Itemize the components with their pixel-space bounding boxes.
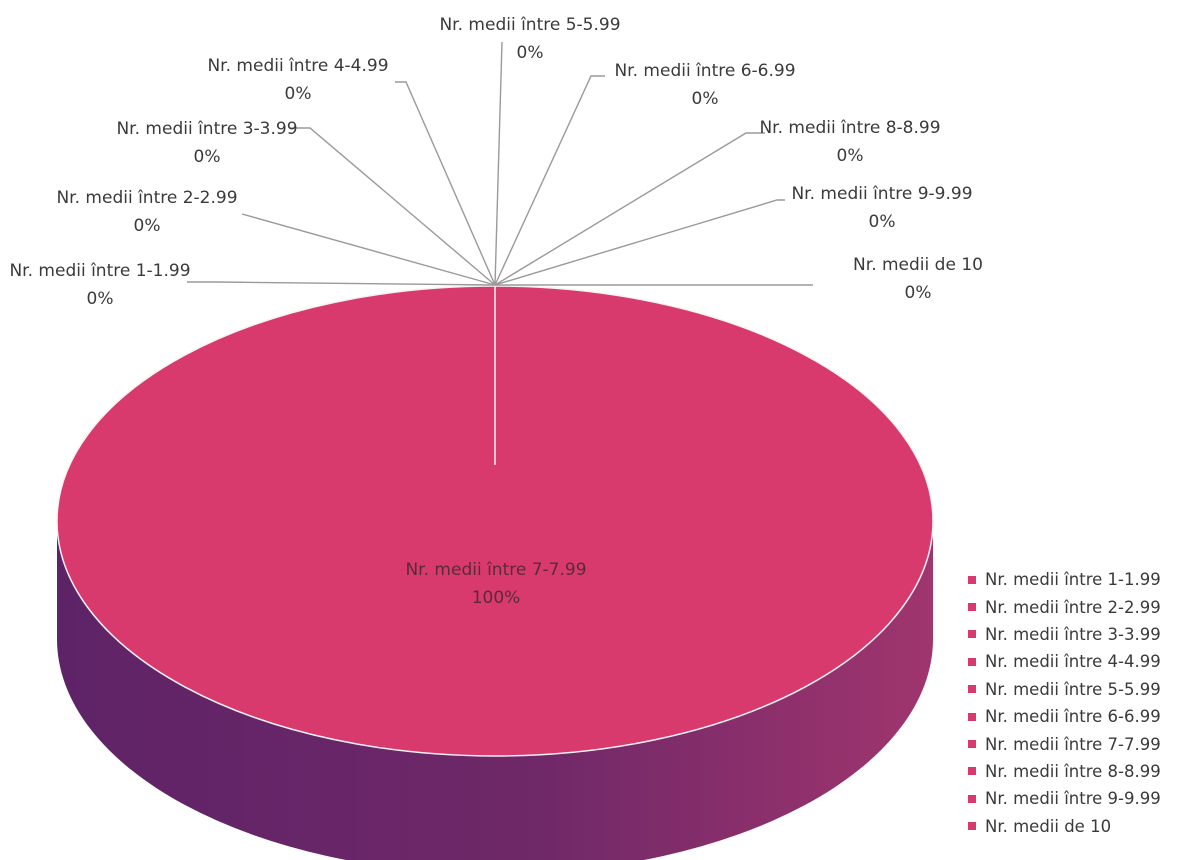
legend-item-3: Nr. medii între 3-3.99 (968, 621, 1188, 648)
leader-line-8 (494, 132, 765, 286)
legend-label: Nr. medii între 1-1.99 (985, 570, 1161, 590)
legend-item-7: Nr. medii între 7-7.99 (968, 730, 1188, 757)
slice-label-value-8: 0% (837, 146, 864, 166)
legend-item-5: Nr. medii între 5-5.99 (968, 676, 1188, 703)
legend-label: Nr. medii între 6-6.99 (985, 707, 1161, 727)
slice-label-name-1: Nr. medii între 1-1.99 (9, 261, 190, 281)
legend-label: Nr. medii între 4-4.99 (985, 652, 1161, 672)
slice-label-value-2: 0% (134, 216, 161, 236)
legend-label: Nr. medii între 2-2.99 (985, 597, 1161, 617)
slice-label-name-3: Nr. medii între 3-3.99 (116, 119, 297, 139)
legend-item-4: Nr. medii între 4-4.99 (968, 648, 1188, 675)
leader-line-5 (494, 41, 503, 286)
leader-line-1 (187, 281, 496, 286)
legend-label: Nr. medii între 7-7.99 (985, 734, 1161, 754)
legend-swatch (968, 822, 976, 831)
legend-label: Nr. medii între 9-9.99 (985, 789, 1161, 809)
leader-line-6 (494, 75, 605, 286)
legend-swatch (968, 712, 976, 721)
slice-label-value-10: 0% (905, 283, 932, 303)
slice-label-name-10: Nr. medii de 10 (853, 255, 983, 275)
legend-label: Nr. medii între 5-5.99 (985, 679, 1161, 699)
slice-labels: Nr. medii între 1-1.99 0% Nr. medii între … (9, 15, 982, 608)
slice-label-value-5: 0% (517, 43, 544, 63)
legend-item-6: Nr. medii între 6-6.99 (968, 703, 1188, 730)
slice-label-value-1: 0% (87, 289, 114, 309)
legend-swatch (968, 575, 976, 584)
slice-label-value-4: 0% (285, 84, 312, 104)
pie-side-wall (57, 521, 933, 860)
legend-item-10: Nr. medii de 10 (968, 813, 1188, 840)
leader-line-9 (494, 199, 785, 286)
slice-label-name-5: Nr. medii între 5-5.99 (439, 15, 620, 35)
legend-item-1: Nr. medii între 1-1.99 (968, 566, 1188, 593)
slice-label-name-4: Nr. medii între 4-4.99 (207, 56, 388, 76)
legend-label: Nr. medii între 8-8.99 (985, 761, 1161, 781)
slice-label-name-7: Nr. medii între 7-7.99 (405, 560, 586, 580)
legend: Nr. medii între 1-1.99 Nr. medii între 2-… (968, 566, 1188, 840)
leader-lines (187, 41, 813, 286)
slice-label-name-8: Nr. medii între 8-8.99 (759, 118, 940, 138)
slice-label-value-9: 0% (869, 212, 896, 232)
leader-line-3 (290, 127, 496, 286)
legend-label: Nr. medii între 3-3.99 (985, 624, 1161, 644)
legend-item-9: Nr. medii între 9-9.99 (968, 785, 1188, 812)
slice-label-value-7: 100% (472, 588, 521, 608)
pie-body (56, 285, 934, 860)
slice-label-name-2: Nr. medii între 2-2.99 (56, 188, 237, 208)
leader-line-4 (395, 81, 496, 286)
legend-swatch (968, 685, 976, 694)
legend-swatch (968, 767, 976, 776)
leader-line-2 (241, 213, 496, 286)
slice-label-value-6: 0% (692, 89, 719, 109)
slice-label-value-3: 0% (194, 147, 221, 167)
slice-label-name-6: Nr. medii între 6-6.99 (614, 61, 795, 81)
legend-swatch (968, 630, 976, 639)
legend-item-8: Nr. medii între 8-8.99 (968, 758, 1188, 785)
legend-swatch (968, 794, 976, 803)
legend-label: Nr. medii de 10 (985, 816, 1112, 836)
legend-item-2: Nr. medii între 2-2.99 (968, 593, 1188, 620)
slice-label-name-9: Nr. medii între 9-9.99 (791, 184, 972, 204)
legend-swatch (968, 603, 976, 612)
legend-swatch (968, 740, 976, 749)
legend-swatch (968, 657, 976, 666)
